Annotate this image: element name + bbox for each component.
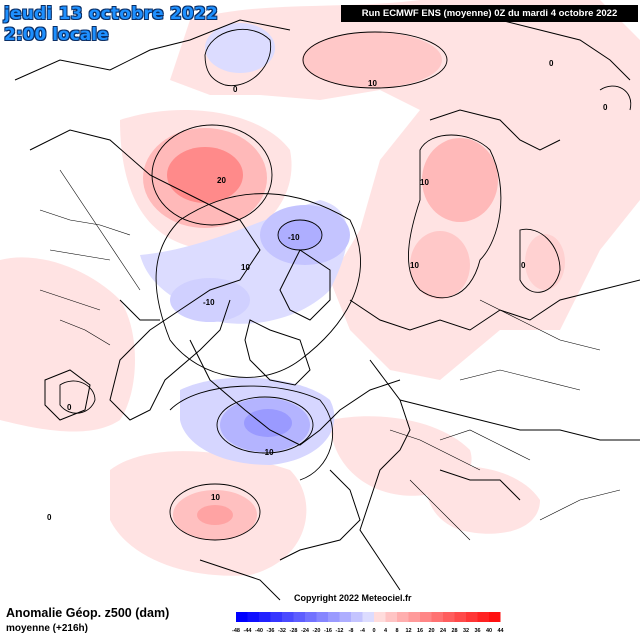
legend-tick-label: -40 (255, 628, 263, 634)
legend-tick-label: -4 (360, 628, 366, 634)
legend-swatch (454, 612, 466, 622)
positive-anomaly-core (143, 32, 565, 540)
legend-swatch (236, 612, 248, 622)
legend-swatch (397, 612, 409, 622)
contour-label: 0 (603, 103, 608, 112)
legend-swatch (443, 612, 455, 622)
contour-label: 10 (211, 493, 220, 502)
legend-swatch (259, 612, 271, 622)
negative-anomaly-layer (140, 23, 350, 465)
legend-tick-label: -48 (232, 628, 240, 634)
legend-tick-label: -28 (290, 628, 298, 634)
contour-label: 10 (410, 261, 419, 270)
legend-tick-label: -16 (324, 628, 332, 634)
coastlines (14, 19, 640, 601)
legend-tick-label: 44 (497, 628, 504, 634)
legend-tick-label: -32 (278, 628, 286, 634)
legend-tick-label: -8 (349, 628, 354, 634)
contour-label: -10 (262, 448, 274, 457)
legend-swatch (328, 612, 340, 622)
forecast-date: jeudi 13 octobre 2022 (4, 4, 219, 24)
legend-swatch (408, 612, 420, 622)
legend-swatch (362, 612, 374, 622)
legend-swatch (270, 612, 282, 622)
legend-swatch (374, 612, 386, 622)
contour-label: 0 (521, 261, 526, 270)
legend-swatch (466, 612, 478, 622)
legend-swatch (431, 612, 443, 622)
legend-swatch (351, 612, 363, 622)
contour-label: 10 (241, 263, 250, 272)
legend-swatch (385, 612, 397, 622)
contour-label: 10 (368, 79, 377, 88)
contour-label: 0 (233, 85, 238, 94)
legend-tick-label: -36 (267, 628, 275, 634)
legend-swatch (293, 612, 305, 622)
contour-label: -10 (203, 298, 215, 307)
legend-tick-label: 36 (474, 628, 480, 634)
legend-swatch (316, 612, 328, 622)
legend-tick-label: -12 (336, 628, 344, 634)
legend-tick-label: 16 (417, 628, 423, 634)
borders (39, 169, 621, 541)
legend-tick-label: 24 (440, 628, 447, 634)
contour-label: 0 (47, 513, 52, 522)
contour-label: -10 (288, 233, 300, 242)
legend-tick-label: 28 (451, 628, 457, 634)
legend-swatch (420, 612, 432, 622)
variable-name: Anomalie Géop. z500 (dam) (6, 606, 170, 620)
legend-swatch (489, 612, 501, 622)
legend-swatch (282, 612, 294, 622)
copyright: Copyright 2022 Meteociel.fr (292, 593, 414, 603)
legend-tick-label: 12 (405, 628, 411, 634)
contour-label: 20 (217, 176, 226, 185)
contour-lines (59, 28, 632, 541)
variable-subtitle: moyenne (+216h) (6, 623, 88, 634)
legend-tick-label: 8 (395, 628, 398, 634)
legend-tick-label: -24 (301, 628, 310, 634)
legend-tick-label: -20 (313, 628, 321, 634)
legend-tick-label: 32 (463, 628, 469, 634)
color-legend: -48 -44 -40 -36 -32 -28 -24 -20 -16 -12 -8 -4 0 4 8 12 1… (232, 612, 504, 634)
run-info: Run ECMWF ENS (moyenne) 0Z du mardi 4 oc… (341, 5, 638, 22)
legend-tick-label: 4 (384, 628, 388, 634)
legend-swatch (305, 612, 317, 622)
legend-tick-label: 40 (486, 628, 492, 634)
legend-tick-label: 20 (428, 628, 434, 634)
contour-label: 0 (549, 59, 554, 68)
legend-swatch (247, 612, 259, 622)
legend-tick-label: 0 (372, 628, 375, 634)
contour-label: 0 (67, 403, 72, 412)
forecast-time: 2:00 locale (4, 25, 109, 45)
contour-labels: 0 10 20 10 -10 10 -10 10 0 -10 0 10 0 0 … (47, 59, 608, 522)
legend-swatch (339, 612, 351, 622)
legend-swatch (477, 612, 489, 622)
legend-tick-label: -44 (244, 628, 253, 634)
contour-label: 10 (420, 178, 429, 187)
